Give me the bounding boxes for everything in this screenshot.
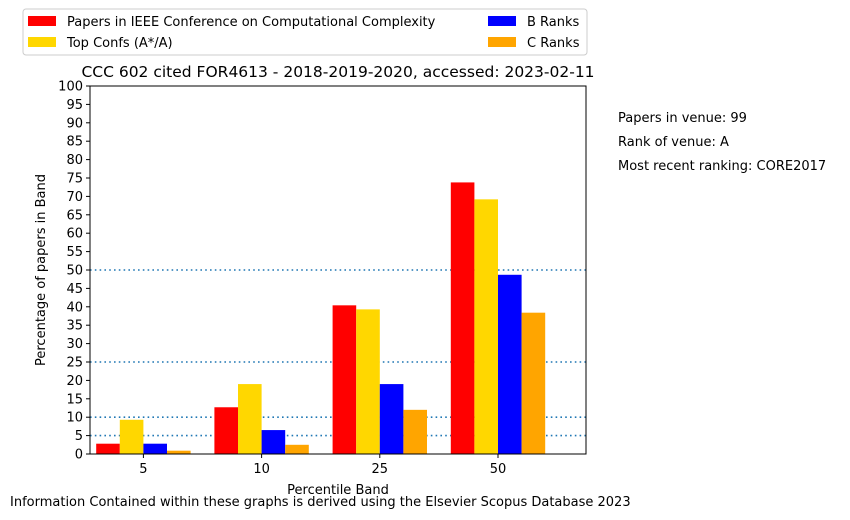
y-tick-label: 60 xyxy=(66,227,83,242)
y-tick-label: 20 xyxy=(66,374,83,389)
bar xyxy=(167,450,191,454)
y-tick-label: 10 xyxy=(66,411,83,426)
legend-frame xyxy=(22,8,588,56)
y-tick-label: 75 xyxy=(66,172,83,187)
y-tick-label: 40 xyxy=(66,300,83,315)
bar xyxy=(474,199,498,454)
bar xyxy=(332,305,357,454)
y-tick-label: 25 xyxy=(66,356,83,371)
y-tick-label: 65 xyxy=(66,208,83,223)
legend-label: Top Confs (A*/A) xyxy=(66,36,173,51)
chart-title: CCC 602 cited FOR4613 - 2018-2019-2020, … xyxy=(81,63,594,81)
y-axis-label: Percentage of papers in Band xyxy=(34,174,49,366)
y-tick-label: 85 xyxy=(66,135,83,150)
y-tick-label: 50 xyxy=(66,264,83,279)
y-tick-label: 100 xyxy=(58,80,83,95)
bar xyxy=(403,409,427,454)
y-tick-label: 35 xyxy=(66,319,83,334)
bar xyxy=(285,444,309,454)
x-tick-label: 5 xyxy=(139,462,147,477)
legend-swatch xyxy=(488,16,516,26)
papers-in-venue: Papers in venue: 99 xyxy=(618,111,747,126)
legend-label: B Ranks xyxy=(527,15,580,30)
legend-swatch xyxy=(488,37,516,47)
legend-label: Papers in IEEE Conference on Computation… xyxy=(67,15,436,30)
rank-of-venue: Rank of venue: A xyxy=(618,135,729,150)
legend-label: C Ranks xyxy=(527,36,580,51)
bar xyxy=(96,443,120,454)
bar xyxy=(356,309,380,454)
legend-swatch xyxy=(28,37,56,47)
x-tick-label: 50 xyxy=(490,462,507,477)
y-axis: 0 5 10 15 20 25 30 35 40 45 50 55 60 65 70 75 80 85 90 95 10… xyxy=(58,80,90,463)
y-tick-label: 55 xyxy=(66,245,83,260)
bar xyxy=(238,384,262,454)
bar xyxy=(521,312,546,454)
most-recent-ranking: Most recent ranking: CORE2017 xyxy=(618,159,827,174)
y-tick-label: 70 xyxy=(66,190,83,205)
bar xyxy=(450,182,475,454)
y-tick-label: 0 xyxy=(75,448,83,463)
legend-swatch xyxy=(28,16,56,26)
y-tick-label: 15 xyxy=(66,392,83,407)
y-tick-label: 80 xyxy=(66,153,83,168)
x-tick-label: 25 xyxy=(372,462,389,477)
bar xyxy=(261,430,286,454)
y-tick-label: 90 xyxy=(66,116,83,131)
y-tick-label: 45 xyxy=(66,282,83,297)
bar xyxy=(119,419,144,454)
bar xyxy=(498,274,522,454)
bar xyxy=(214,407,238,454)
y-tick-label: 5 xyxy=(75,429,83,444)
y-tick-label: 95 xyxy=(66,98,83,113)
y-tick-label: 30 xyxy=(66,337,83,352)
data-source-footer: Information Contained within these graph… xyxy=(10,495,631,510)
x-axis: 5 10 25 50 xyxy=(139,454,506,477)
bar xyxy=(379,384,404,454)
x-axis-label: Percentile Band xyxy=(287,483,389,498)
legend: Papers in IEEE Conference on Computation… xyxy=(22,8,588,56)
bars xyxy=(96,182,546,454)
bar xyxy=(143,443,167,454)
x-tick-label: 10 xyxy=(253,462,270,477)
